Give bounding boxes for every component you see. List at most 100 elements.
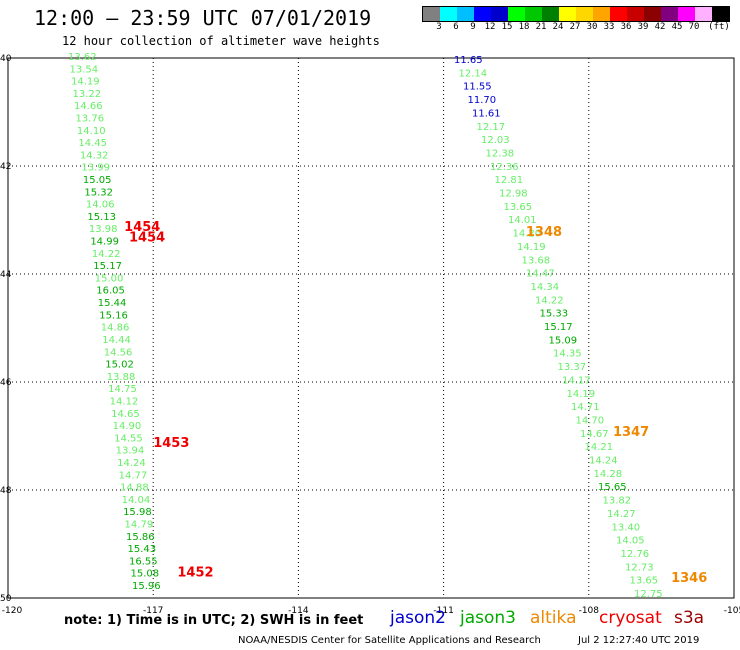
legend-swatch bbox=[423, 7, 440, 21]
track-left-value: 14.86 bbox=[101, 323, 130, 334]
longitude-tick-label: -111 bbox=[433, 606, 453, 616]
track-left-value: 14.66 bbox=[74, 101, 103, 112]
longitude-tick-label: -120 bbox=[2, 606, 23, 616]
track-left-value: 13.94 bbox=[116, 446, 145, 457]
track-right-value: 13.65 bbox=[630, 576, 659, 587]
legend-label: 15 bbox=[501, 22, 513, 32]
track-left-value: 15.16 bbox=[99, 310, 128, 321]
track-right-value: 14.34 bbox=[531, 282, 560, 293]
satellite-name-s3a: s3a bbox=[674, 608, 705, 628]
track-right-value: 14.19 bbox=[567, 389, 596, 400]
pass-time-label: 1348 bbox=[526, 225, 562, 240]
track-left-value: 15.98 bbox=[123, 507, 152, 518]
track-right-value: 12.75 bbox=[634, 589, 663, 600]
track-right-value: 12.03 bbox=[481, 135, 510, 146]
track-right-value: 14.28 bbox=[594, 469, 623, 480]
track-left-value: 15.13 bbox=[87, 212, 116, 223]
track-right-value: 14.17 bbox=[562, 375, 591, 386]
track-left-value: 16.55 bbox=[129, 556, 158, 567]
satellite-name-jason2: jason2 bbox=[390, 608, 446, 628]
legend-swatch bbox=[695, 7, 712, 21]
longitude-tick-label: -117 bbox=[143, 606, 163, 616]
legend-label: 70 bbox=[688, 22, 700, 32]
satellite-name-jason3: jason3 bbox=[460, 608, 516, 628]
legend-label: 30 bbox=[586, 22, 598, 32]
track-left-value: 15.00 bbox=[95, 273, 124, 284]
track-left-value: 14.44 bbox=[102, 335, 131, 346]
legend-label: 42 bbox=[654, 22, 666, 32]
track-right-value: 11.61 bbox=[472, 108, 501, 119]
track-left-value: 13.98 bbox=[89, 224, 118, 235]
latitude-tick-label: 44 bbox=[0, 270, 12, 280]
track-right-value: 11.65 bbox=[454, 55, 483, 66]
latitude-tick-label: 48 bbox=[0, 486, 12, 496]
track-left-value: 15.86 bbox=[126, 532, 155, 543]
track-right-value: 13.37 bbox=[558, 362, 587, 373]
track-right-value: 14.21 bbox=[585, 442, 614, 453]
legend-swatch bbox=[457, 7, 474, 21]
track-left-value: 15.32 bbox=[84, 187, 113, 198]
latitude-tick-label: 50 bbox=[0, 594, 12, 604]
track-left-value: 14.45 bbox=[78, 138, 107, 149]
track-right-value: 14.70 bbox=[576, 415, 605, 426]
credit-text: NOAA/NESDIS Center for Satellite Applica… bbox=[238, 635, 541, 646]
track-left-value: 15.02 bbox=[105, 360, 134, 371]
track-left-value: 14.65 bbox=[111, 409, 140, 420]
track-right-value: 11.55 bbox=[463, 82, 492, 93]
legend-label: 12 bbox=[484, 22, 496, 32]
track-right-value: 15.33 bbox=[540, 309, 569, 320]
track-left-value: 13.99 bbox=[81, 163, 110, 174]
track-left-value: 13.54 bbox=[69, 64, 98, 75]
track-right-value: 12.76 bbox=[621, 549, 650, 560]
track-left-value: 14.79 bbox=[125, 519, 154, 530]
track-right-value: 12.17 bbox=[477, 122, 506, 133]
pass-time-label: 1454 bbox=[124, 220, 160, 235]
legend-swatch bbox=[559, 7, 576, 21]
pass-time-label: 1454 bbox=[129, 231, 165, 246]
track-right-value: 12.81 bbox=[495, 175, 524, 186]
track-right-value: 13.82 bbox=[603, 496, 632, 507]
legend-swatch bbox=[610, 7, 627, 21]
track-left-value: 13.62 bbox=[68, 52, 97, 63]
pass-time-label: 1453 bbox=[153, 436, 189, 451]
legend-swatch bbox=[593, 7, 610, 21]
satellite-name-cryosat: cryosat bbox=[599, 608, 662, 628]
latitude-tick-label: 42 bbox=[0, 162, 11, 172]
track-right-value: 11.70 bbox=[468, 95, 497, 106]
track-left-value: 14.10 bbox=[77, 126, 106, 137]
legend-swatch bbox=[474, 7, 491, 21]
legend-label: 6 bbox=[453, 22, 459, 32]
track-left-value: 15.17 bbox=[93, 261, 122, 272]
legend-swatch bbox=[576, 7, 593, 21]
generated-timestamp: Jul 2 12:27:40 UTC 2019 bbox=[578, 635, 700, 646]
longitude-tick-label: -114 bbox=[288, 606, 309, 616]
track-right-value: 15.65 bbox=[598, 482, 627, 493]
track-left-value: 15.44 bbox=[98, 298, 127, 309]
legend-label: 24 bbox=[552, 22, 564, 32]
track-left-value: 14.56 bbox=[104, 347, 133, 358]
track-right-value: 15.09 bbox=[549, 335, 578, 346]
track-right-value: 14.71 bbox=[571, 402, 600, 413]
legend-label: 45 bbox=[671, 22, 683, 32]
track-left-value: 15.08 bbox=[131, 569, 160, 580]
track-left-value: 14.75 bbox=[108, 384, 137, 395]
legend-label: (ft) bbox=[708, 22, 730, 32]
track-left-value: 14.88 bbox=[120, 483, 149, 494]
legend-swatch bbox=[661, 7, 678, 21]
latitude-tick-label: 40 bbox=[0, 54, 12, 64]
legend-swatch bbox=[678, 7, 695, 21]
track-left-value: 14.12 bbox=[110, 396, 139, 407]
track-left-value: 14.32 bbox=[80, 150, 109, 161]
track-left-value: 14.99 bbox=[90, 237, 119, 248]
track-left-value: 15.43 bbox=[128, 544, 157, 555]
track-left-value: 14.19 bbox=[71, 77, 100, 88]
pass-time-label: 1346 bbox=[671, 571, 707, 586]
track-right-value: 14.67 bbox=[580, 429, 609, 440]
track-left-value: 16.05 bbox=[96, 286, 125, 297]
color-legend bbox=[422, 6, 730, 22]
legend-label: 39 bbox=[637, 22, 649, 32]
note-text: note: 1) Time is in UTC; 2) SWH is in fe… bbox=[64, 613, 364, 628]
map-title: 12:00 – 23:59 UTC 07/01/2019 bbox=[34, 6, 372, 30]
longitude-tick-label: -108 bbox=[579, 606, 600, 616]
